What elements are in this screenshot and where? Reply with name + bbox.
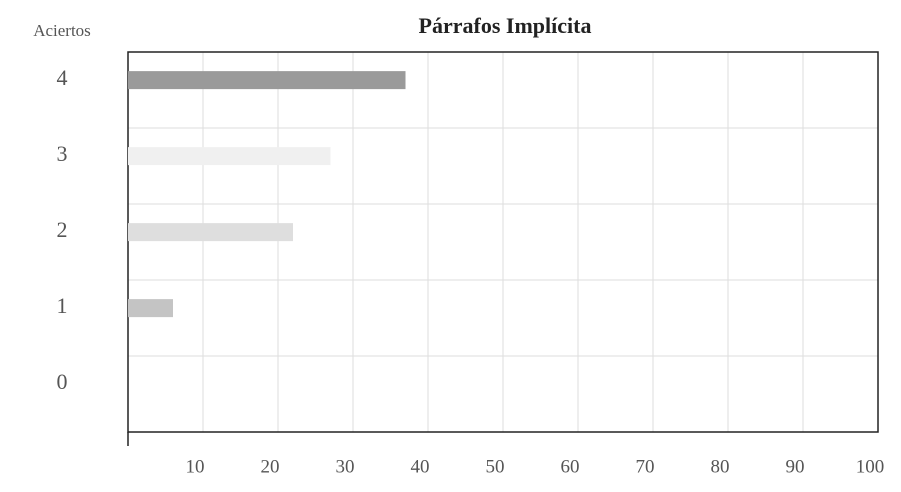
y-tick-label: 0 bbox=[57, 369, 68, 394]
y-axis-label: Aciertos bbox=[33, 21, 91, 40]
y-tick-label: 1 bbox=[57, 293, 68, 318]
plot-frame bbox=[127, 51, 879, 433]
x-tick-label: 80 bbox=[711, 456, 730, 477]
y-tick-label: 3 bbox=[57, 141, 68, 166]
bar bbox=[128, 71, 406, 90]
bar bbox=[128, 299, 173, 318]
x-tick-label: 70 bbox=[636, 456, 655, 477]
y-tick-label: 4 bbox=[57, 65, 68, 90]
bar bbox=[128, 223, 293, 242]
x-tick-label: 40 bbox=[411, 456, 430, 477]
x-tick-label: 60 bbox=[561, 456, 580, 477]
x-tick-label: 100 bbox=[856, 456, 885, 477]
x-tick-label: 90 bbox=[786, 456, 805, 477]
x-tick-label: 10 bbox=[186, 456, 205, 477]
bar bbox=[128, 147, 331, 166]
x-tick-label: 20 bbox=[261, 456, 280, 477]
y-tick-label: 2 bbox=[57, 217, 68, 242]
x-tick-label: 50 bbox=[486, 456, 505, 477]
x-tick-label: 30 bbox=[336, 456, 355, 477]
chart-title: Párrafos Implícita bbox=[419, 13, 592, 38]
